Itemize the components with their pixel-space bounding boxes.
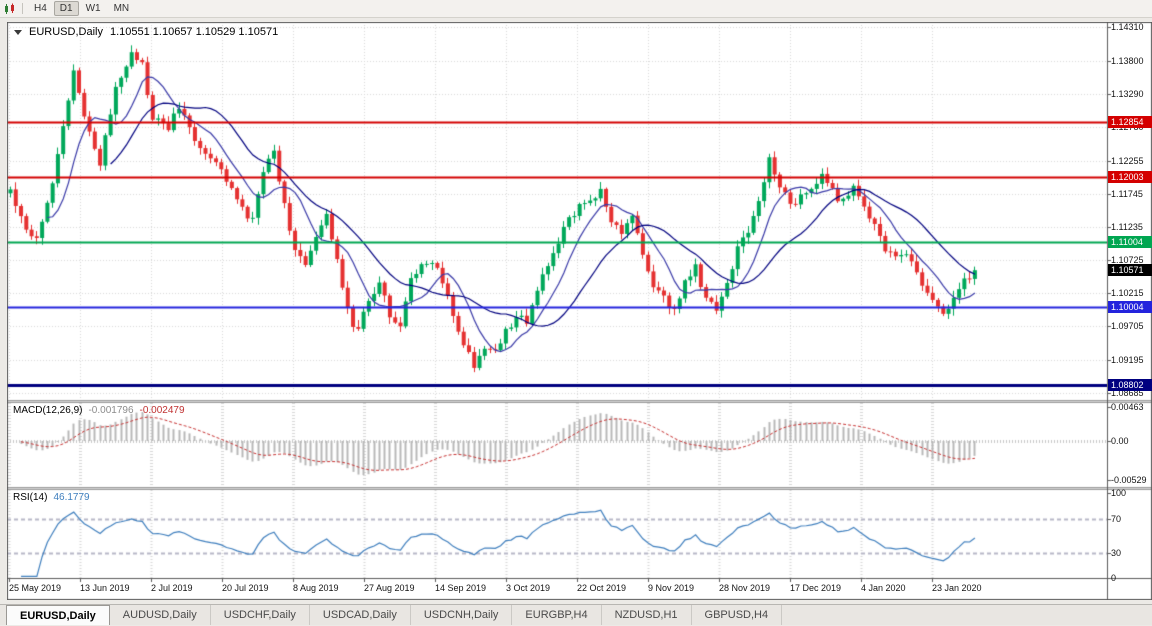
symbol-tab-nzdusd[interactable]: NZDUSD,H1 bbox=[602, 605, 692, 625]
time-axis-label: 17 Dec 2019 bbox=[790, 583, 842, 593]
price-level-badge: 1.12854 bbox=[1108, 116, 1152, 128]
macd-signal-value: -0.002479 bbox=[139, 405, 185, 416]
macd-value: -0.001796 bbox=[88, 405, 134, 416]
collapse-triangle-icon[interactable] bbox=[14, 29, 22, 35]
timeframe-button-w1[interactable]: W1 bbox=[80, 1, 107, 16]
symbol-tabbar: EURUSD,Daily AUDUSD,Daily USDCHF,Daily USDC… bbox=[0, 604, 1152, 625]
time-axis-label: 9 Nov 2019 bbox=[648, 583, 695, 593]
symbol-tab-gbpusd[interactable]: GBPUSD,H4 bbox=[692, 605, 783, 625]
time-axis-label: 3 Oct 2019 bbox=[506, 583, 551, 593]
toolbar-separator bbox=[22, 3, 23, 14]
price-axis-label: 1.08685 bbox=[1111, 388, 1144, 398]
price-axis-label: 1.12255 bbox=[1111, 156, 1144, 166]
timeframe-buttons: H4 D1 W1 MN bbox=[28, 1, 135, 16]
macd-name: MACD(12,26,9) bbox=[13, 405, 83, 416]
price-axis-label: 1.10215 bbox=[1111, 288, 1144, 298]
timeframe-button-h4[interactable]: H4 bbox=[28, 1, 53, 16]
symbol-tab-audusd[interactable]: AUDUSD,Daily bbox=[110, 605, 211, 625]
time-axis-label: 27 Aug 2019 bbox=[364, 583, 415, 593]
macd-axis-label: 0.00 bbox=[1111, 436, 1129, 446]
time-axis-label: 2 Jul 2019 bbox=[151, 583, 193, 593]
symbol-tab-usdcad[interactable]: USDCAD,Daily bbox=[310, 605, 411, 625]
time-axis-label: 14 Sep 2019 bbox=[435, 583, 487, 593]
price-axis-label: 1.11745 bbox=[1111, 189, 1143, 199]
symbol-tab-eurgbp[interactable]: EURGBP,H4 bbox=[512, 605, 602, 625]
price-axis-label: 1.10725 bbox=[1111, 255, 1144, 265]
rsi-name: RSI(14) bbox=[13, 492, 48, 503]
symbol-tab-usdchf[interactable]: USDCHF,Daily bbox=[211, 605, 310, 625]
rsi-axis-label: 30 bbox=[1111, 548, 1122, 558]
time-axis-label: 28 Nov 2019 bbox=[719, 583, 771, 593]
rsi-label: RSI(14) 46.1779 bbox=[13, 492, 90, 503]
price-axis-label: 1.09705 bbox=[1111, 321, 1144, 331]
price-level-badge: 1.11004 bbox=[1108, 236, 1152, 248]
macd-axis-label: 0.00463 bbox=[1111, 402, 1144, 412]
rsi-value: 46.1779 bbox=[53, 492, 90, 503]
symbol-tab-eurusd[interactable]: EURUSD,Daily bbox=[6, 605, 110, 625]
chart-icon bbox=[4, 3, 17, 15]
time-axis-label: 20 Jul 2019 bbox=[222, 583, 269, 593]
price-level-badge: 1.10004 bbox=[1108, 301, 1152, 313]
macd-axis-label: -0.00529 bbox=[1111, 475, 1147, 485]
current-price-badge: 1.10571 bbox=[1108, 264, 1152, 276]
price-axis-label: 1.14310 bbox=[1111, 22, 1144, 32]
timeframe-button-mn[interactable]: MN bbox=[108, 1, 136, 16]
time-axis-label: 23 Jan 2020 bbox=[932, 583, 982, 593]
rsi-axis-label: 0 bbox=[1111, 573, 1117, 583]
chart-overlays: EURUSD,Daily 1.10551 1.10657 1.10529 1.1… bbox=[7, 22, 1152, 600]
time-axis-label: 8 Aug 2019 bbox=[293, 583, 339, 593]
time-axis-label: 4 Jan 2020 bbox=[861, 583, 906, 593]
price-axis-label: 1.13290 bbox=[1111, 89, 1144, 99]
price-axis-label: 1.11235 bbox=[1111, 222, 1143, 232]
price-level-badge: 1.12003 bbox=[1108, 171, 1152, 183]
chart-symbol-period: EURUSD,Daily bbox=[29, 26, 103, 38]
rsi-axis-label: 70 bbox=[1111, 514, 1122, 524]
time-axis-label: 13 Jun 2019 bbox=[80, 583, 130, 593]
time-axis-label: 25 May 2019 bbox=[9, 583, 62, 593]
rsi-axis-label: 100 bbox=[1111, 488, 1127, 498]
price-chart-canvas[interactable] bbox=[7, 22, 1152, 600]
price-axis-label: 1.13800 bbox=[1111, 56, 1144, 66]
chart-ohlc-values: 1.10551 1.10657 1.10529 1.10571 bbox=[109, 26, 279, 38]
price-level-badge: 1.08802 bbox=[1108, 379, 1152, 391]
chart-window: EURUSD,Daily 1.10551 1.10657 1.10529 1.1… bbox=[7, 22, 1152, 600]
symbol-tab-usdcnh[interactable]: USDCNH,Daily bbox=[411, 605, 513, 625]
time-axis-label: 22 Oct 2019 bbox=[577, 583, 627, 593]
timeframe-button-d1[interactable]: D1 bbox=[53, 1, 79, 16]
macd-label: MACD(12,26,9) -0.001796 -0.002479 bbox=[13, 405, 185, 416]
chart-title: EURUSD,Daily 1.10551 1.10657 1.10529 1.1… bbox=[14, 26, 278, 38]
top-toolbar: H4 D1 W1 MN bbox=[0, 0, 1152, 18]
price-axis-label: 1.09195 bbox=[1111, 355, 1144, 365]
